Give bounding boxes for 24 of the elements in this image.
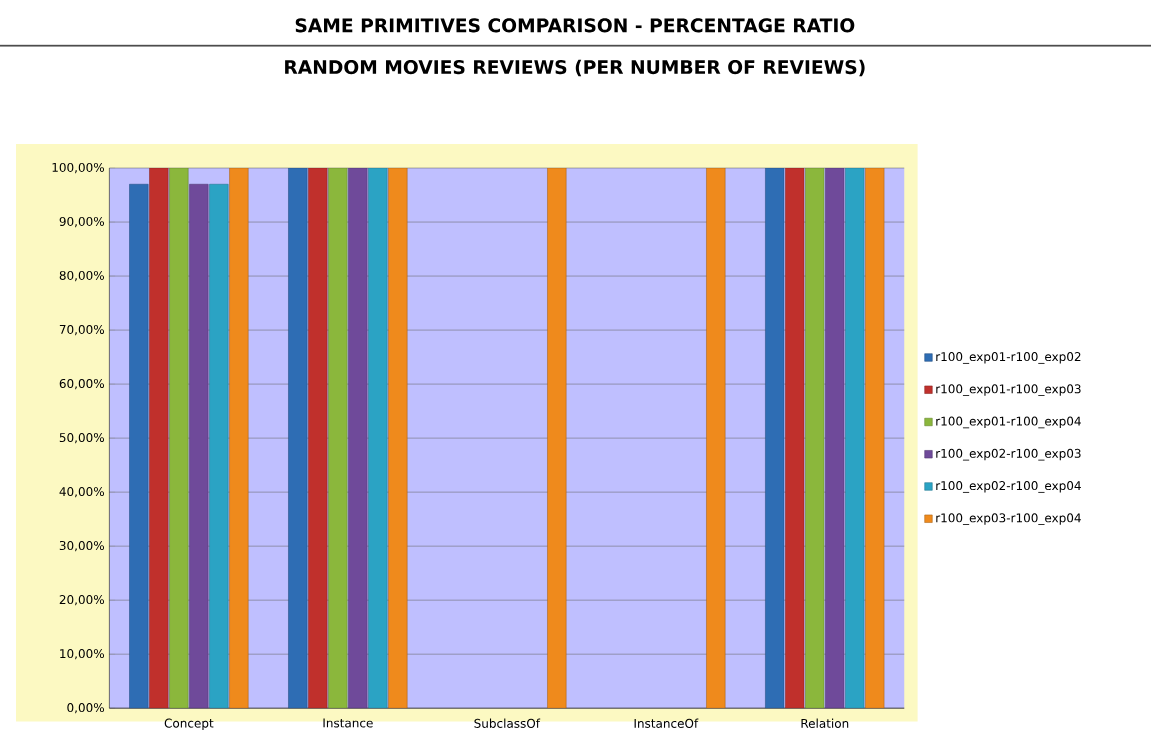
y-tick-label: 40,00% <box>59 486 104 498</box>
y-tick-label: 90,00% <box>59 216 104 227</box>
x-tick-label: InstanceOf <box>634 718 699 728</box>
y-tick-label: 60,00% <box>59 378 104 390</box>
legend-label: r100_exp02-r100_exp04 <box>936 480 1081 493</box>
y-tick-label: 100,00% <box>52 162 104 173</box>
legend-label: r100_exp01-r100_exp03 <box>936 384 1081 396</box>
x-tick-label: Concept <box>164 718 214 730</box>
chart-title: SAME PRIMITIVES COMPARISON - PERCENTAGE RATIO <box>295 18 855 33</box>
legend-label: r100_exp02-r100_exp03 <box>936 448 1081 461</box>
y-tick-label: 0,00% <box>67 702 104 714</box>
legend-label: r100_exp01-r100_exp02 <box>936 351 1081 364</box>
y-tick-label: 80,00% <box>59 270 104 282</box>
chart-subtitle: RANDOM MOVIES REVIEWS (PER NUMBER OF REVIEWS) <box>285 59 865 77</box>
x-tick-label: Relation <box>801 718 849 728</box>
x-tick-label: SubclassOf <box>474 718 541 728</box>
y-tick-label: 20,00% <box>59 594 104 606</box>
y-tick-label: 10,00% <box>60 648 104 660</box>
x-tick-label: Instance <box>323 718 373 728</box>
legend-label: r100_exp03-r100_exp04 <box>936 513 1081 525</box>
y-tick-label: 70,00% <box>59 324 104 336</box>
y-tick-label: 50,00% <box>59 432 104 444</box>
legend-label: r100_exp01-r100_exp04 <box>936 416 1081 429</box>
y-tick-label: 30,00% <box>59 540 104 552</box>
